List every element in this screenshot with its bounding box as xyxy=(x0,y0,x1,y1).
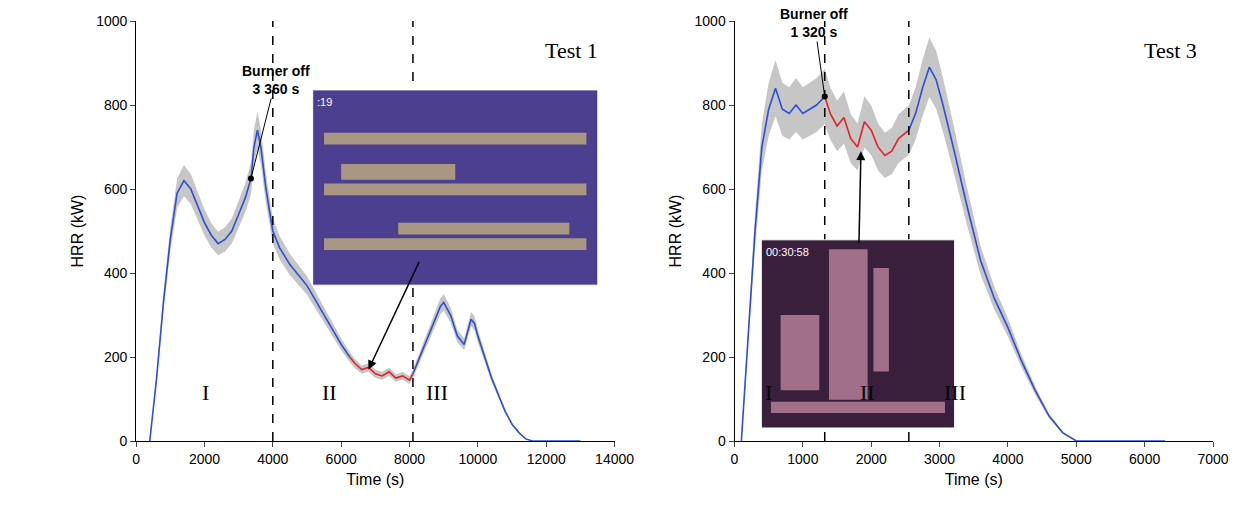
svg-text:800: 800 xyxy=(702,97,726,113)
svg-text:2000: 2000 xyxy=(856,451,887,467)
svg-text:200: 200 xyxy=(104,349,128,365)
svg-text:1000: 1000 xyxy=(96,13,127,29)
svg-text:Test 3: Test 3 xyxy=(1144,38,1197,63)
svg-text:1000: 1000 xyxy=(787,451,818,467)
svg-text:400: 400 xyxy=(702,265,726,281)
svg-text:800: 800 xyxy=(104,97,128,113)
svg-text:1000: 1000 xyxy=(695,13,726,29)
svg-text:600: 600 xyxy=(702,181,726,197)
svg-text:HRR (kW): HRR (kW) xyxy=(69,195,86,268)
svg-text:II: II xyxy=(860,380,875,405)
svg-text:0: 0 xyxy=(731,451,739,467)
svg-text:III: III xyxy=(944,380,966,405)
svg-text:Burner off3 360 s: Burner off3 360 s xyxy=(242,63,310,97)
svg-text:7000: 7000 xyxy=(1197,451,1228,467)
svg-text:I: I xyxy=(202,380,209,405)
svg-text:6000: 6000 xyxy=(326,451,357,467)
svg-text:4000: 4000 xyxy=(992,451,1023,467)
svg-text:0: 0 xyxy=(132,451,140,467)
svg-text:8000: 8000 xyxy=(394,451,425,467)
svg-text::19: :19 xyxy=(317,96,332,108)
svg-text:0: 0 xyxy=(120,433,128,449)
svg-text:6000: 6000 xyxy=(1129,451,1160,467)
svg-text:600: 600 xyxy=(104,181,128,197)
svg-text:II: II xyxy=(322,380,337,405)
svg-text:Burner off1 320 s: Burner off1 320 s xyxy=(780,6,848,40)
svg-text:Test 1: Test 1 xyxy=(545,38,598,63)
svg-text:I: I xyxy=(765,380,772,405)
svg-text:200: 200 xyxy=(702,349,726,365)
svg-text:0: 0 xyxy=(718,433,726,449)
svg-text:Time (s): Time (s) xyxy=(945,471,1003,488)
svg-text:10000: 10000 xyxy=(458,451,497,467)
svg-text:III: III xyxy=(426,380,448,405)
svg-text:400: 400 xyxy=(104,265,128,281)
svg-text:2000: 2000 xyxy=(189,451,220,467)
svg-text:3000: 3000 xyxy=(924,451,955,467)
svg-text:12000: 12000 xyxy=(527,451,566,467)
svg-text:Time (s): Time (s) xyxy=(346,471,404,488)
svg-text:5000: 5000 xyxy=(1061,451,1092,467)
svg-text:14000: 14000 xyxy=(595,451,634,467)
svg-text:HRR (kW): HRR (kW) xyxy=(667,195,684,268)
svg-text:4000: 4000 xyxy=(257,451,288,467)
svg-text:00:30:58: 00:30:58 xyxy=(766,246,809,258)
